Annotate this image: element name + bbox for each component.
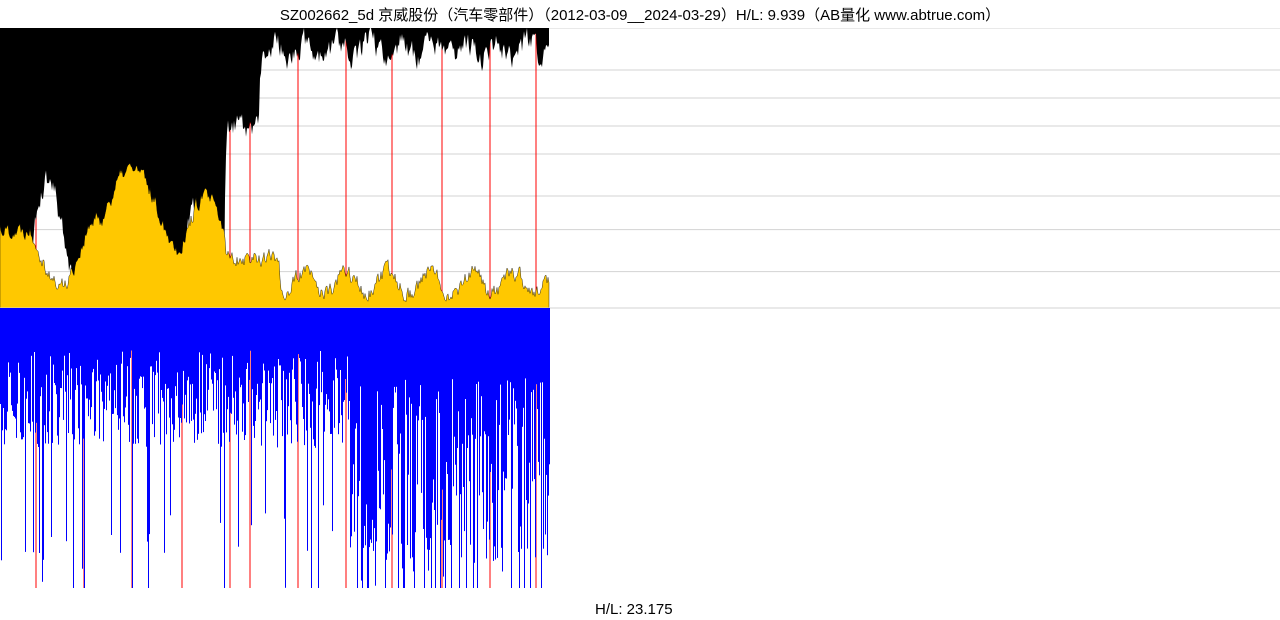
chart-canvas [0, 28, 1280, 588]
hl-ratio-label: H/L: 23.175 [595, 601, 673, 618]
chart-title: SZ002662_5d 京威股份（汽车零部件）（2012-03-09__2024… [0, 4, 1280, 25]
stock-chart [0, 28, 1280, 588]
